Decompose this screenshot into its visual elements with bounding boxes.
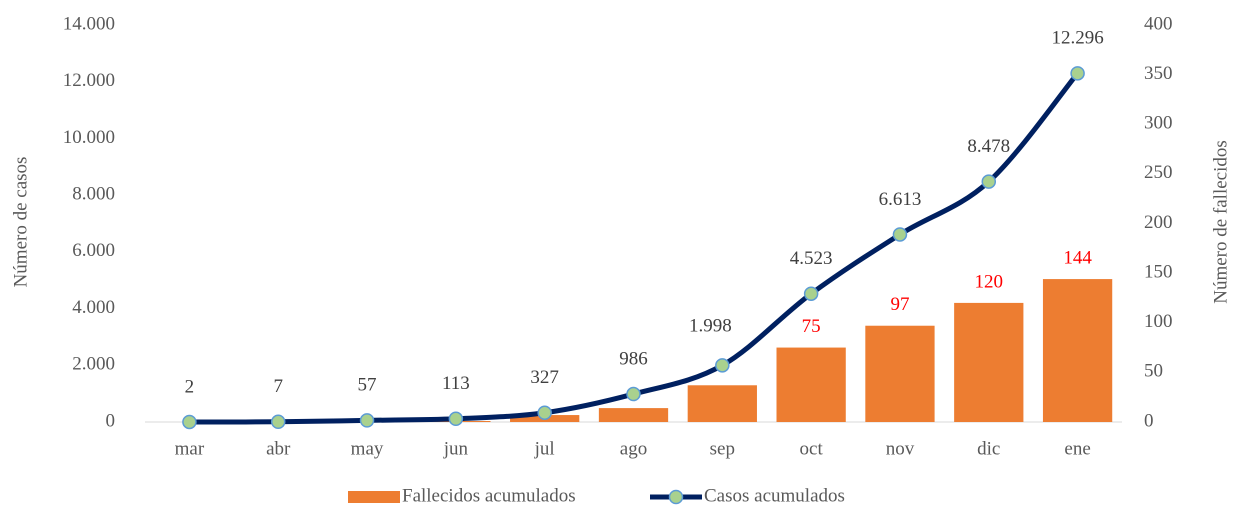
marker bbox=[359, 413, 375, 428]
bar-value-label: 144 bbox=[1063, 247, 1092, 268]
bar bbox=[1042, 279, 1113, 422]
bar-value-label: 120 bbox=[975, 271, 1004, 292]
line-value-label: 12.296 bbox=[1051, 28, 1103, 49]
x-tick-label: may bbox=[351, 438, 384, 459]
line-value-label: 2 bbox=[185, 376, 195, 397]
y2-tick-label: 300 bbox=[1144, 113, 1173, 134]
bar bbox=[865, 325, 935, 422]
y2-tick-label: 0 bbox=[1144, 410, 1154, 431]
line-value-label: 6.613 bbox=[879, 189, 922, 210]
y-tick-label: 12.000 bbox=[63, 70, 115, 91]
legend-label: Fallecidos acumulados bbox=[402, 485, 576, 506]
line-value-label: 1.998 bbox=[689, 316, 732, 337]
y-tick-label: 2.000 bbox=[72, 354, 115, 375]
x-tick-label: mar bbox=[175, 438, 205, 459]
x-tick-label: ago bbox=[620, 438, 647, 459]
marker bbox=[892, 227, 908, 242]
line bbox=[189, 71, 1080, 425]
marker bbox=[803, 286, 819, 301]
bar bbox=[598, 408, 669, 422]
x-tick-label: ene bbox=[1064, 438, 1090, 459]
y-tick-label: 4.000 bbox=[72, 297, 115, 318]
y-tick-label: 6.000 bbox=[72, 240, 115, 261]
y-tick-label: 10.000 bbox=[63, 127, 115, 148]
y2-tick-label: 200 bbox=[1144, 212, 1173, 233]
y-tick-label: 8.000 bbox=[72, 184, 115, 205]
x-tick-label: jul bbox=[534, 438, 555, 459]
y2-tick-label: 350 bbox=[1144, 63, 1173, 84]
marker bbox=[626, 386, 641, 402]
bar bbox=[687, 385, 757, 422]
y-axis-title: Número de casos bbox=[10, 157, 31, 288]
y-tick-label: 0 bbox=[106, 410, 116, 431]
marker bbox=[182, 414, 197, 430]
y-tick-label: 14.000 bbox=[63, 13, 115, 34]
marker bbox=[981, 174, 997, 189]
x-tick-label: sep bbox=[710, 438, 735, 459]
line-value-label: 4.523 bbox=[790, 248, 833, 269]
x-tick-label: nov bbox=[886, 438, 915, 459]
x-tick-label: oct bbox=[800, 438, 824, 459]
x-tick-label: jun bbox=[443, 438, 469, 459]
line-value-label: 7 bbox=[273, 376, 283, 397]
bar-value-label: 97 bbox=[890, 294, 909, 315]
y2-tick-label: 50 bbox=[1144, 361, 1163, 382]
bar bbox=[776, 347, 846, 422]
legend-swatch bbox=[348, 491, 400, 503]
y2-tick-label: 100 bbox=[1144, 311, 1173, 332]
x-tick-label: abr bbox=[266, 438, 291, 459]
y2-tick-label: 250 bbox=[1144, 162, 1173, 183]
line-value-label: 57 bbox=[358, 375, 377, 396]
legend-marker bbox=[668, 489, 684, 505]
y2-tick-label: 400 bbox=[1144, 13, 1173, 34]
line-value-label: 327 bbox=[530, 367, 559, 388]
line-value-label: 8.478 bbox=[967, 136, 1010, 157]
x-tick-label: dic bbox=[977, 438, 1000, 459]
y2-axis-title: Número de fallecidos bbox=[1210, 140, 1231, 304]
line-value-label: 986 bbox=[619, 348, 648, 369]
bar-value-label: 75 bbox=[802, 316, 821, 337]
marker bbox=[270, 414, 286, 430]
marker bbox=[448, 411, 464, 427]
marker bbox=[715, 358, 730, 373]
bar bbox=[954, 302, 1024, 422]
marker bbox=[1070, 66, 1085, 81]
line-value-label: 113 bbox=[442, 373, 470, 394]
legend-label: Casos acumulados bbox=[704, 485, 845, 506]
y2-tick-label: 150 bbox=[1144, 261, 1173, 282]
marker bbox=[537, 405, 552, 420]
